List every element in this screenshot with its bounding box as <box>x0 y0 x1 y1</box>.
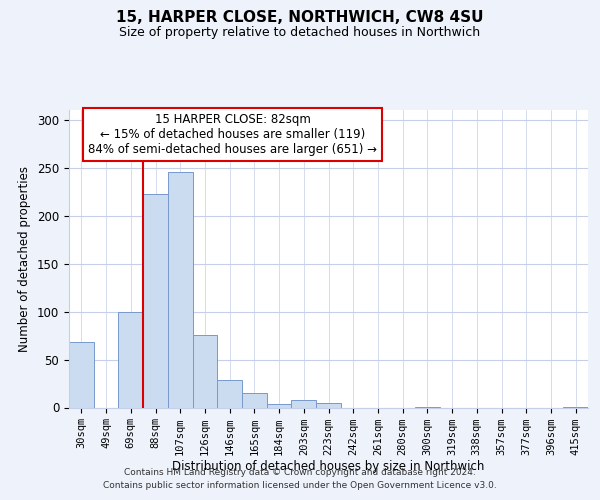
Bar <box>217 380 242 407</box>
Bar <box>415 406 440 408</box>
Bar <box>143 194 168 408</box>
X-axis label: Distribution of detached houses by size in Northwich: Distribution of detached houses by size … <box>172 460 485 473</box>
Text: Size of property relative to detached houses in Northwich: Size of property relative to detached ho… <box>119 26 481 39</box>
Bar <box>242 393 267 407</box>
Text: Contains public sector information licensed under the Open Government Licence v3: Contains public sector information licen… <box>103 482 497 490</box>
Bar <box>193 334 217 407</box>
Text: 15 HARPER CLOSE: 82sqm
← 15% of detached houses are smaller (119)
84% of semi-de: 15 HARPER CLOSE: 82sqm ← 15% of detached… <box>88 113 377 156</box>
Bar <box>267 404 292 407</box>
Bar <box>316 402 341 407</box>
Bar <box>168 172 193 408</box>
Text: 15, HARPER CLOSE, NORTHWICH, CW8 4SU: 15, HARPER CLOSE, NORTHWICH, CW8 4SU <box>116 10 484 25</box>
Bar <box>292 400 316 407</box>
Bar <box>69 342 94 407</box>
Bar <box>118 312 143 408</box>
Text: Contains HM Land Registry data © Crown copyright and database right 2024.: Contains HM Land Registry data © Crown c… <box>124 468 476 477</box>
Bar <box>563 406 588 408</box>
Y-axis label: Number of detached properties: Number of detached properties <box>19 166 31 352</box>
